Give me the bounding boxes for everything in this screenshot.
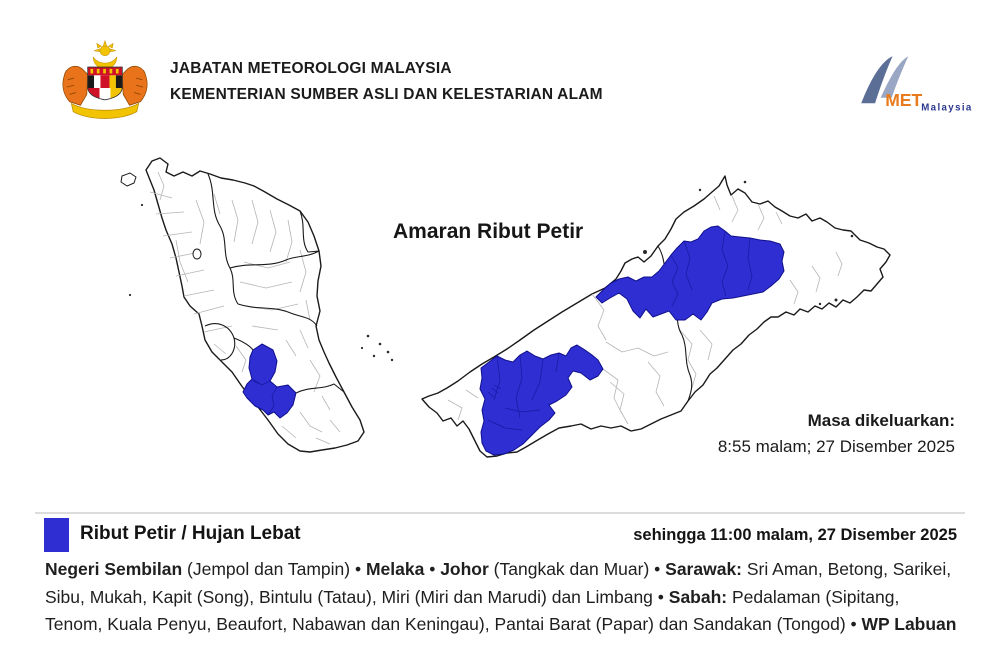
crest-banner bbox=[70, 102, 140, 119]
east-coast-islands bbox=[128, 203, 394, 362]
area-segment: • bbox=[424, 559, 441, 579]
issued-time-block: Masa dikeluarkan: 8:55 malam; 27 Disembe… bbox=[718, 408, 955, 460]
penang-island bbox=[192, 248, 202, 260]
met-logo-subtext: Malaysia bbox=[921, 103, 972, 114]
area-segment: Sabah: bbox=[668, 586, 728, 607]
met-swoosh-right bbox=[880, 56, 909, 98]
crest-shield bbox=[87, 67, 123, 100]
map-title: Amaran Ribut Petir bbox=[393, 220, 584, 243]
warning-region-peninsula-internal-borders bbox=[251, 378, 278, 416]
borneo-islands bbox=[643, 180, 854, 306]
langkawi-island bbox=[120, 172, 137, 187]
peninsula-state-borders bbox=[204, 173, 345, 394]
met-swoosh-left bbox=[861, 56, 893, 104]
ministry-name: KEMENTERIAN SUMBER ASLI DAN KELESTARIAN … bbox=[170, 86, 603, 103]
agency-title-block: JABATAN METEOROLOGI MALAYSIA KEMENTERIAN… bbox=[170, 56, 603, 108]
warning-region-sabah-internal-borders bbox=[670, 230, 753, 307]
area-segment: Melaka bbox=[365, 559, 425, 579]
warning-legend-label: Ribut Petir / Hujan Lebat bbox=[80, 523, 301, 544]
legend-divider bbox=[35, 512, 965, 514]
crest-tigers bbox=[62, 66, 148, 106]
agency-name: JABATAN METEOROLOGI MALAYSIA bbox=[170, 60, 452, 77]
warning-validity: sehingga 11:00 malam, 27 Disember 2025 bbox=[633, 526, 957, 544]
area-segment: (Jempol dan Tampin) • bbox=[182, 559, 366, 579]
malaysia-coat-of-arms-icon bbox=[62, 39, 148, 119]
borneo-district-borders bbox=[447, 195, 843, 425]
peninsular-malaysia-outline bbox=[145, 157, 365, 453]
issued-time-label: Masa dikeluarkan: bbox=[807, 411, 955, 430]
met-logo-text: MET bbox=[885, 90, 922, 110]
warning-region-sabah bbox=[595, 225, 785, 321]
crest-star-crescent bbox=[92, 39, 118, 70]
peninsula-district-borders bbox=[149, 171, 341, 445]
warning-region-sarawak bbox=[479, 344, 604, 456]
affected-areas-text: Negeri Sembilan (Jempol dan Tampin) • Me… bbox=[45, 556, 959, 639]
issued-time-value: 8:55 malam; 27 Disember 2025 bbox=[717, 437, 955, 456]
warning-legend-swatch bbox=[44, 518, 69, 552]
area-segment: Pedalaman (Sipitang, Tenom, Kuala Penyu,… bbox=[45, 586, 900, 635]
area-segment: Sarawak: bbox=[665, 559, 743, 579]
area-segment: Negeri Sembilan bbox=[45, 559, 183, 579]
area-segment: WP Labuan bbox=[861, 614, 957, 634]
metmalaysia-logo: MET Malaysia bbox=[861, 56, 972, 114]
area-segment: (Tangkak dan Muar) • bbox=[488, 559, 666, 579]
area-segment: Johor bbox=[440, 559, 489, 579]
warning-region-sarawak-internal-borders bbox=[487, 352, 560, 431]
area-segment: Sri Aman, Betong, Sarikei, Sibu, Mukah, … bbox=[45, 559, 952, 607]
